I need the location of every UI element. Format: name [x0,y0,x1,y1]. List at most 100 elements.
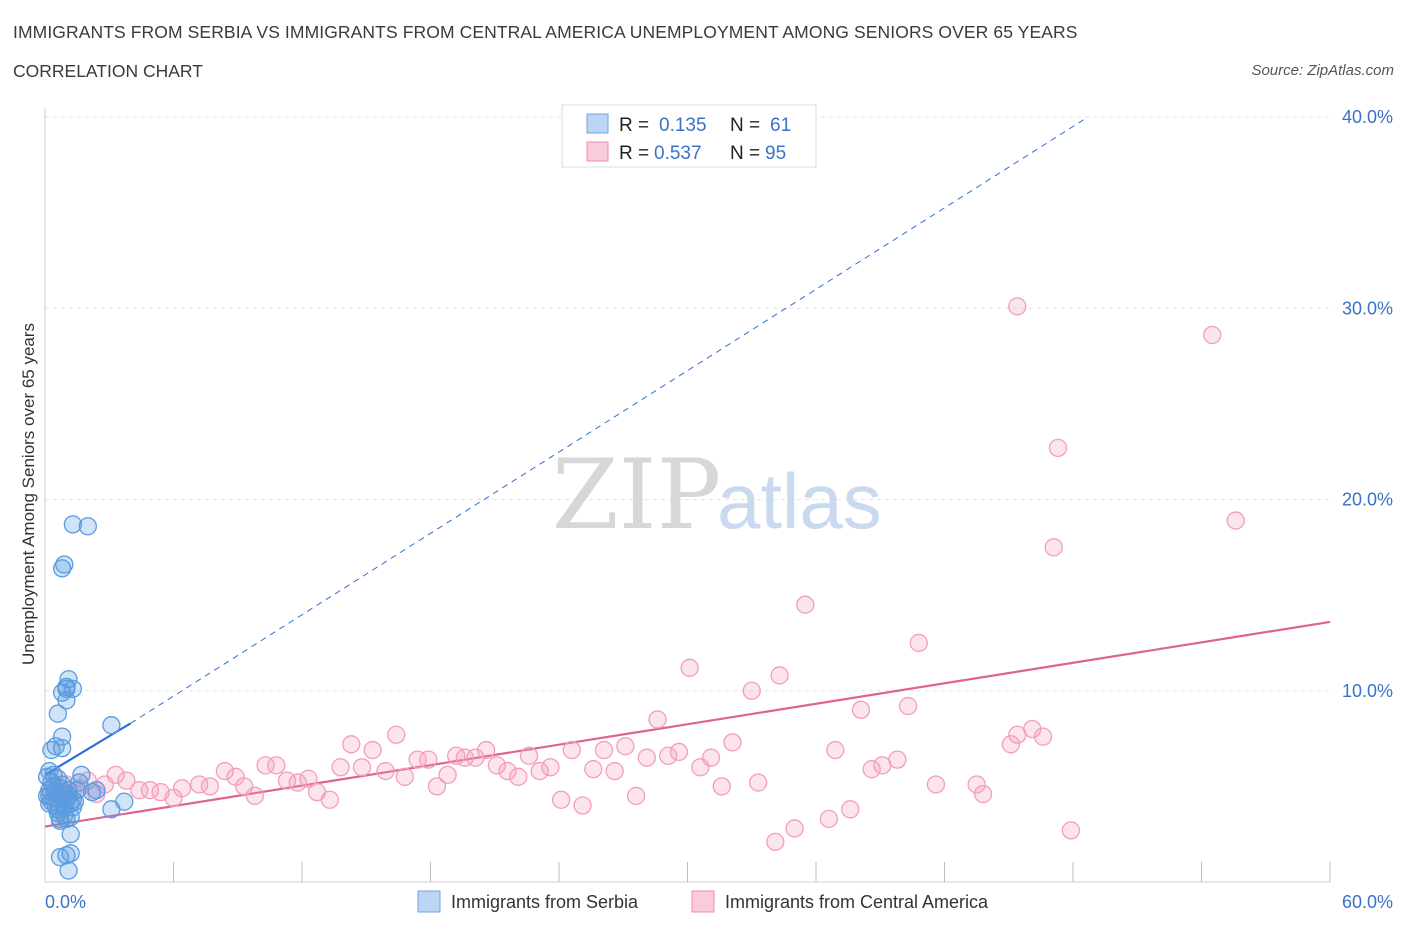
y-tick-labels: 10.0% 20.0% 30.0% 40.0% [1342,107,1393,701]
point-central-america [363,740,382,760]
chart-subtitle: CORRELATION CHART [13,61,203,81]
point-central-america [331,758,350,777]
point-central-america [551,790,571,809]
point-central-america [541,758,560,777]
point-central-america [584,760,603,779]
point-serbia [55,555,74,574]
legend-n-value-2: 95 [765,143,786,164]
point-serbia [63,515,82,534]
point-central-america [712,777,731,796]
legend-r-label-2: R = [619,143,649,164]
point-serbia [52,727,72,746]
source-label: Source: ZipAtlas.com [1251,62,1394,79]
point-central-america [973,784,993,804]
point-central-america [626,786,646,806]
legend-r-value-1: 0.135 [659,115,707,136]
bottom-legend-swatch-serbia [417,890,441,913]
stats-legend: R = 0.135 N = 61 R = 0.537 N = 95 [561,104,817,168]
point-central-america [320,790,339,809]
point-central-america [245,786,265,806]
point-central-america [723,733,742,752]
point-central-america [530,761,549,781]
point-central-america [659,746,678,765]
point-central-america [826,740,845,760]
point-central-america [701,748,721,767]
point-serbia [63,679,82,698]
trendline-1 [44,620,1331,828]
point-serbia [78,517,97,536]
watermark: ZIP atlas [552,439,882,551]
point-central-america [1001,735,1021,754]
point-central-america [395,767,414,786]
point-central-america [1008,297,1027,316]
point-central-america [616,737,635,756]
point-serbia [102,716,121,735]
point-central-america [130,781,149,800]
point-serbia [61,825,80,844]
series-legend: Immigrants from Serbia Immigrants from C… [417,890,989,913]
point-central-america [770,666,789,685]
point-central-america [172,779,192,798]
point-central-america [438,765,457,785]
point-serbia [44,765,63,785]
point-central-america [819,809,838,829]
x-tick-label-right: 60.0% [1342,892,1393,912]
point-serbia [55,796,74,815]
point-serbia [57,679,76,698]
chart-title: IMMIGRANTS FROM SERBIA VS IMMIGRANTS FRO… [13,22,1078,42]
point-central-america [1033,727,1053,746]
point-central-america [1226,511,1245,530]
point-central-america [256,756,275,775]
point-central-america [106,765,125,785]
point-central-america [419,750,438,769]
point-central-america [519,746,539,765]
watermark-atlas: atlas [717,457,882,545]
point-central-america [215,761,235,781]
point-central-america [267,756,286,775]
point-central-america [926,775,946,794]
point-central-america [477,740,496,760]
point-central-america [605,761,624,781]
point-central-america [742,681,761,700]
point-central-america [680,658,699,677]
point-serbia [115,792,134,811]
point-central-america [841,800,860,819]
point-central-america [669,742,689,762]
y-tick-label: 40.0% [1342,107,1393,127]
bottom-legend-label-serbia: Immigrants from Serbia [451,892,639,912]
point-serbia [72,765,91,785]
gridlines [45,116,1330,692]
point-serbia [46,737,65,756]
point-central-america [408,750,427,769]
point-central-america [909,633,928,653]
legend-r-value-2: 0.537 [654,143,702,164]
point-central-america [376,761,395,781]
point-central-america [888,750,907,769]
point-central-america [637,748,656,767]
point-central-america [509,767,528,786]
point-central-america [594,740,614,760]
point-central-america [498,761,517,781]
point-central-america [427,777,447,796]
point-serbia [50,847,70,867]
legend-swatch-serbia [586,113,609,134]
bottom-legend-swatch-central-america [691,890,715,913]
point-serbia [87,781,106,800]
bottom-legend-label-central-america: Immigrants from Central America [725,892,989,912]
legend-r-label-1: R = [619,115,649,136]
legend-swatch-central-america [586,141,609,162]
point-central-america [573,796,592,815]
point-serbia [37,786,57,806]
point-central-america [766,832,785,851]
point-central-america [200,777,220,796]
point-central-america [299,769,318,788]
point-central-america [387,725,406,744]
legend-n-label-1: N = [730,115,760,136]
trendline-dashed-0 [130,116,1089,724]
point-central-america [1061,821,1081,840]
x-ticks [173,862,1331,882]
legend-n-value-1: 61 [770,115,791,136]
point-central-america [487,756,507,775]
point-central-america [967,775,986,794]
